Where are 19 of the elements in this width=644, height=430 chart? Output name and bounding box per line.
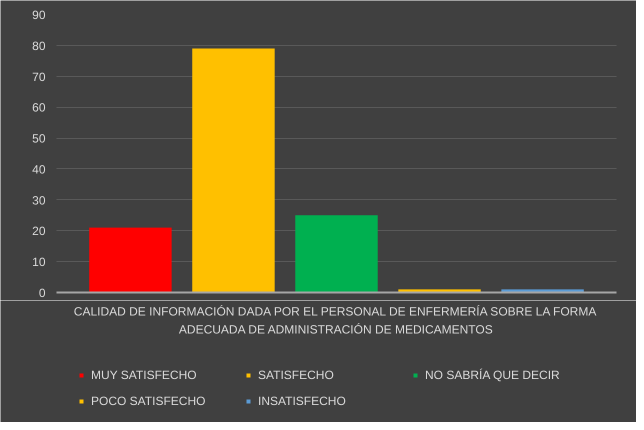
bar <box>192 48 275 292</box>
y-tick-label: 20 <box>32 224 46 238</box>
y-tick-label: 90 <box>32 8 46 22</box>
x-tick-label: CALIDAD DE INFORMACIÓN DADA POR EL PERSONAL DE ENFERMERÍA SOBRE LA FORMA ADECUADA DE ADMINISTRACIÓN DE MEDICAMENTOS <box>74 304 596 336</box>
legend-label: SATISFECHO <box>258 368 335 382</box>
legend-label: MUY SATISFECHO <box>91 368 198 382</box>
bar <box>89 228 172 292</box>
legend-label: INSATISFECHO <box>258 394 347 408</box>
bar <box>295 215 378 292</box>
y-tick-label: 70 <box>32 70 46 84</box>
y-tick-label: 30 <box>32 193 46 208</box>
legend-label: NO SABRÍA QUE DECIR <box>425 368 561 382</box>
y-tick-label: 50 <box>32 132 46 146</box>
y-tick-label: 80 <box>32 38 46 53</box>
y-tick-label: 10 <box>32 255 46 270</box>
y-tick-label: 0 <box>38 286 46 300</box>
y-tick-label: 40 <box>32 162 46 176</box>
legend-label: POCO SATISFECHO <box>91 394 206 408</box>
y-tick-label: 60 <box>32 100 46 115</box>
